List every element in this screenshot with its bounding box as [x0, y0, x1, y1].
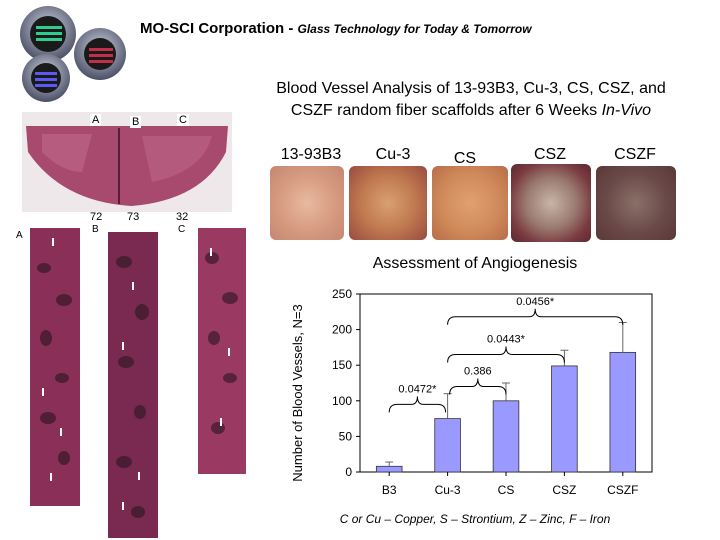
x-tick-label: CSZ — [552, 483, 576, 497]
x-tick-label: CS — [498, 483, 515, 497]
x-tick-label: CSZF — [607, 483, 638, 497]
element-legend-footnote: C or Cu – Copper, S – Strontium, Z – Zin… — [339, 512, 611, 526]
y-axis-label: Number of Blood Vessels, N=3 — [290, 304, 305, 481]
sample-photo-13-93b3 — [270, 166, 344, 240]
bar — [551, 365, 578, 473]
strip-label-c: C — [178, 224, 186, 235]
x-tick-label: B3 — [382, 483, 397, 497]
y-tick-label: 250 — [332, 287, 352, 301]
comparison-p-value: 0.0443* — [487, 334, 526, 346]
bar — [375, 465, 403, 473]
y-tick-label: 0 — [345, 465, 352, 479]
percent-label: 73 — [127, 211, 140, 223]
overview-label-b: B — [130, 116, 142, 128]
slide-title-line2: CSZF random fiber scaffolds after 6 Week… — [290, 102, 602, 119]
sample-photo-csz — [511, 164, 591, 242]
strip-label-a: A — [16, 230, 23, 241]
histology-overview-image — [22, 112, 232, 212]
comparison-brace — [447, 308, 624, 325]
slide-title-italic: In-Vivo — [601, 102, 652, 119]
percent-label: 72 — [90, 211, 103, 223]
bar — [434, 418, 461, 473]
comparison-brace — [449, 378, 507, 395]
sample-label: Cu-3 — [375, 146, 411, 163]
overview-label-a: A — [90, 114, 102, 126]
comparison-brace — [388, 396, 447, 413]
overview-label-c: C — [177, 114, 189, 126]
comparison-p-value: 0.0456* — [516, 296, 555, 308]
sample-label: CSZF — [614, 146, 656, 163]
comparison-p-value: 0.0472* — [398, 383, 437, 395]
histology-strip-a-image — [30, 228, 80, 506]
sample-photo-cs — [432, 166, 508, 240]
y-tick-label: 50 — [339, 429, 353, 443]
percent-label: 32 — [176, 211, 189, 223]
sample-label: CS — [453, 150, 477, 167]
y-tick-label: 100 — [332, 394, 352, 408]
histology-strip-c-image — [198, 228, 246, 474]
histology-strip-b-image — [108, 232, 158, 538]
chart-title: Assessment of Angiogenesis — [372, 255, 578, 272]
sample-photo-cszf — [596, 166, 676, 240]
company-tagline: Glass Technology for Today & Tomorrow — [297, 22, 532, 36]
bar — [492, 400, 520, 473]
mo-sci-logo — [20, 6, 126, 102]
x-tick-label: Cu-3 — [435, 483, 461, 497]
angiogenesis-bar-chart: 0 50 100 150 200 250 B3 Cu-3 CS CSZ CSZF Number of … — [290, 287, 653, 497]
strip-label-b: B — [92, 224, 99, 235]
header-title: MO-SCI Corporation - Glass Technology fo… — [140, 20, 532, 37]
comparison-p-value: 0.386 — [464, 366, 492, 378]
company-name: MO-SCI Corporation - — [140, 20, 298, 37]
sample-label: 13-93B3 — [280, 146, 342, 163]
y-tick-label: 150 — [332, 358, 352, 372]
slide-title-line1: Blood Vessel Analysis of 13-93B3, Cu-3, … — [276, 80, 666, 97]
y-tick-label: 200 — [332, 323, 352, 337]
sample-label: CSZ — [534, 146, 566, 163]
slide-title: Blood Vessel Analysis of 13-93B3, Cu-3, … — [240, 78, 702, 122]
bar — [609, 351, 637, 473]
sample-photo-cu-3 — [349, 166, 427, 240]
comparison-brace — [447, 346, 565, 363]
